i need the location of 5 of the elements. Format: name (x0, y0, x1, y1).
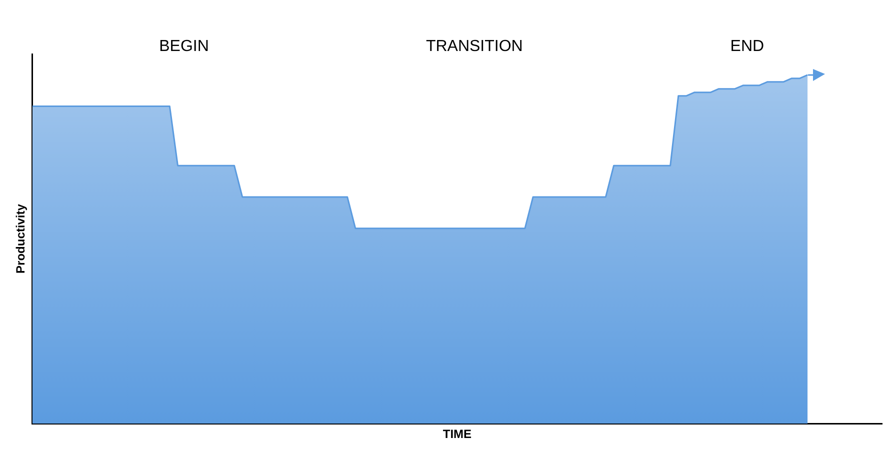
text: TRANSITION (426, 38, 523, 56)
y-axis-title: Productivity (14, 204, 28, 274)
text: END (730, 38, 764, 56)
x-axis-title: TIME (442, 427, 472, 442)
text: BEGIN (159, 38, 209, 56)
